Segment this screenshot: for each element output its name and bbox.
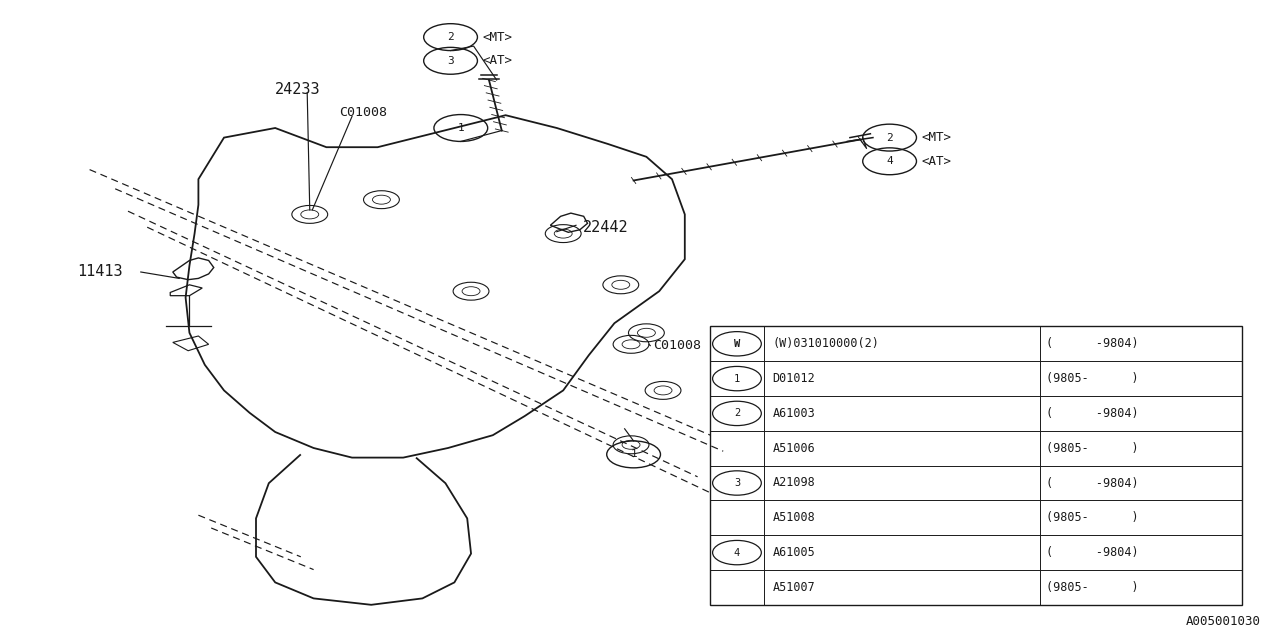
- Text: 22442: 22442: [582, 220, 628, 235]
- Text: A51007: A51007: [773, 581, 815, 594]
- Text: 1: 1: [630, 449, 637, 460]
- Text: 24233: 24233: [275, 82, 321, 97]
- Text: 1: 1: [457, 123, 465, 133]
- Text: A61003: A61003: [773, 407, 815, 420]
- Text: (9805-      ): (9805- ): [1046, 581, 1139, 594]
- Text: 4: 4: [733, 548, 740, 557]
- Bar: [710, 326, 1242, 605]
- Text: <AT>: <AT>: [922, 155, 951, 168]
- Text: C01008: C01008: [339, 106, 388, 118]
- Text: A51006: A51006: [773, 442, 815, 454]
- Text: A005001030: A005001030: [1185, 616, 1261, 628]
- Text: 2: 2: [733, 408, 740, 419]
- Text: 11413: 11413: [77, 264, 123, 280]
- Text: (      -9804): ( -9804): [1046, 337, 1139, 350]
- Text: (      -9804): ( -9804): [1046, 546, 1139, 559]
- Text: (9805-      ): (9805- ): [1046, 511, 1139, 524]
- Text: W: W: [733, 339, 740, 349]
- Text: 2: 2: [886, 132, 893, 143]
- Text: 3: 3: [733, 478, 740, 488]
- Text: 4: 4: [886, 156, 893, 166]
- Text: D01012: D01012: [773, 372, 815, 385]
- Text: <MT>: <MT>: [483, 31, 512, 44]
- Text: (W)031010000(2): (W)031010000(2): [773, 337, 879, 350]
- Text: A51008: A51008: [773, 511, 815, 524]
- Text: (9805-      ): (9805- ): [1046, 442, 1139, 454]
- Text: 1: 1: [733, 374, 740, 383]
- Text: (      -9804): ( -9804): [1046, 477, 1139, 490]
- Text: <AT>: <AT>: [483, 54, 512, 67]
- Text: A21098: A21098: [773, 477, 815, 490]
- Text: 3: 3: [447, 56, 454, 66]
- Text: A61005: A61005: [773, 546, 815, 559]
- Text: (      -9804): ( -9804): [1046, 407, 1139, 420]
- Text: (9805-      ): (9805- ): [1046, 372, 1139, 385]
- Text: 2: 2: [447, 32, 454, 42]
- Text: <MT>: <MT>: [922, 131, 951, 144]
- Text: C01008: C01008: [653, 339, 701, 352]
